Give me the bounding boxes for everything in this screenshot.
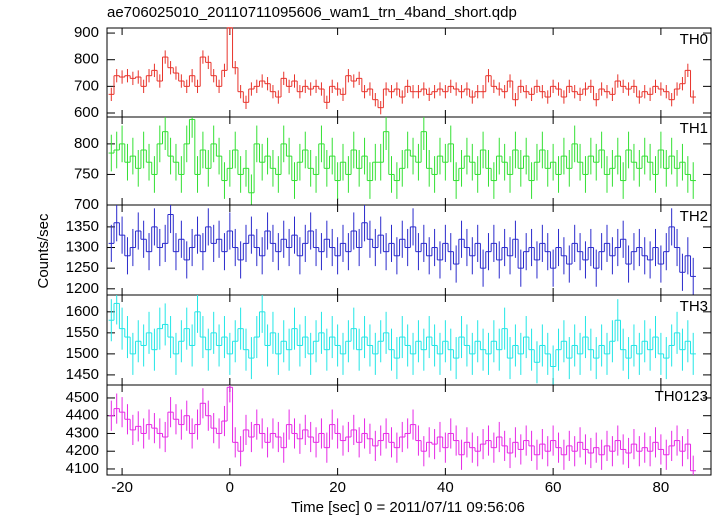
series-label: TH1	[680, 120, 708, 137]
y-tick-label: 1200	[66, 280, 99, 297]
y-tick-label: 1550	[66, 324, 99, 341]
x-tick-label: -20	[111, 479, 133, 496]
y-tick-label: 700	[74, 77, 99, 94]
y-tick-label: 4400	[66, 407, 99, 424]
y-tick-label: 1500	[66, 345, 99, 362]
y-tick-label: 900	[74, 24, 99, 41]
y-tick-label: 800	[74, 51, 99, 68]
y-tick-label: 1600	[66, 303, 99, 320]
x-tick-label: 60	[545, 479, 562, 496]
y-tick-label: 1350	[66, 218, 99, 235]
x-tick-label: 20	[329, 479, 346, 496]
panel-frame	[106, 384, 712, 476]
y-axis-label: Counts/sec	[35, 213, 52, 289]
x-tick-label: 40	[437, 479, 454, 496]
y-tick-label: 800	[74, 135, 99, 152]
y-tick-label: 1250	[66, 259, 99, 276]
y-tick-label: 4300	[66, 424, 99, 441]
chart-title: ae706025010_20110711095606_wam1_trn_4ban…	[107, 4, 517, 21]
series-label: TH0	[680, 31, 708, 48]
series-label: TH3	[680, 298, 708, 315]
x-tick-label: 80	[653, 479, 670, 496]
y-tick-label: 1300	[66, 238, 99, 255]
series-label: TH2	[680, 208, 708, 225]
y-tick-label: 4100	[66, 460, 99, 477]
y-tick-label: 700	[74, 196, 99, 213]
y-tick-label: 4500	[66, 389, 99, 406]
series-label: TH0123	[655, 388, 708, 405]
y-tick-label: 600	[74, 104, 99, 121]
panel-frame	[106, 27, 712, 118]
x-axis-label: Time [sec] 0 = 2011/07/11 09:56:06	[291, 499, 525, 516]
x-tick-label: 0	[226, 479, 234, 496]
y-tick-label: 1450	[66, 366, 99, 383]
y-tick-label: 4200	[66, 442, 99, 459]
y-tick-label: 750	[74, 165, 99, 182]
